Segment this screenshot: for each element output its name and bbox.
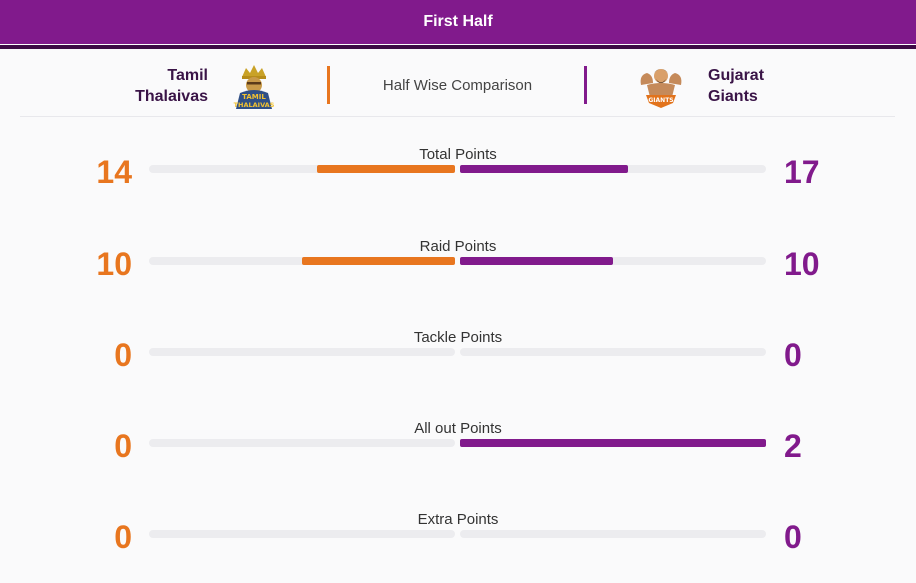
team-right-name[interactable]: Gujarat Giants	[708, 67, 765, 105]
stat-label: Total Points	[419, 146, 497, 163]
right-stat-track	[460, 439, 766, 447]
svg-text:TAMIL: TAMIL	[242, 93, 266, 101]
stat-row-raid-points: Raid Points 10 10	[0, 238, 916, 298]
right-stat-value: 2	[784, 428, 802, 464]
team-left-name[interactable]: Tamil Thalaivas	[135, 67, 208, 105]
right-stat-fill	[460, 439, 766, 447]
stat-row-total-points: Total Points 14 17	[0, 146, 916, 206]
stat-row-extra-points: Extra Points 0 0	[0, 511, 916, 571]
right-stat-value: 0	[784, 519, 802, 555]
left-stat-value: 0	[114, 337, 132, 373]
banner-divider	[0, 45, 916, 49]
right-stat-track	[460, 348, 766, 356]
stat-label: Tackle Points	[413, 329, 503, 346]
stat-label: Extra Points	[417, 511, 499, 528]
stat-label: All out Points	[414, 420, 502, 437]
right-stat-value: 17	[784, 154, 820, 190]
team-header: Tamil Thalaivas TAMIL THALAIVAS Half Wis…	[20, 49, 895, 117]
left-team-accent	[327, 66, 330, 104]
left-stat-track	[149, 348, 455, 356]
left-stat-fill	[317, 165, 455, 173]
stat-row-tackle-points: Tackle Points 0 0	[0, 329, 916, 389]
left-stat-fill	[302, 257, 455, 265]
right-stat-value: 0	[784, 337, 802, 373]
left-stat-track	[149, 439, 455, 447]
right-stat-fill	[460, 165, 629, 173]
half-title: First Half	[423, 13, 493, 30]
right-stat-track	[460, 257, 766, 265]
right-stat-fill	[460, 257, 613, 265]
left-stat-value: 0	[114, 519, 132, 555]
right-stat-track	[460, 165, 766, 173]
half-banner: First Half	[0, 0, 916, 44]
left-stat-value: 14	[96, 154, 132, 190]
stat-row-all-out-points: All out Points 0 2	[0, 420, 916, 480]
svg-text:GIANTS: GIANTS	[648, 97, 673, 104]
right-stat-value: 10	[784, 246, 820, 282]
tamil-thalaivas-logo-icon[interactable]: TAMIL THALAIVAS	[228, 63, 280, 109]
comparison-card	[0, 49, 916, 583]
gujarat-giants-logo-icon[interactable]: GIANTS	[635, 63, 687, 109]
left-stat-track	[149, 530, 455, 538]
svg-text:THALAIVAS: THALAIVAS	[234, 101, 275, 109]
left-stat-value: 0	[114, 428, 132, 464]
left-stat-value: 10	[96, 246, 132, 282]
stat-label: Raid Points	[419, 238, 497, 255]
comparison-title: Half Wise Comparison	[382, 77, 533, 94]
right-stat-track	[460, 530, 766, 538]
right-team-accent	[584, 66, 587, 104]
left-stat-track	[149, 165, 455, 173]
left-stat-track	[149, 257, 455, 265]
